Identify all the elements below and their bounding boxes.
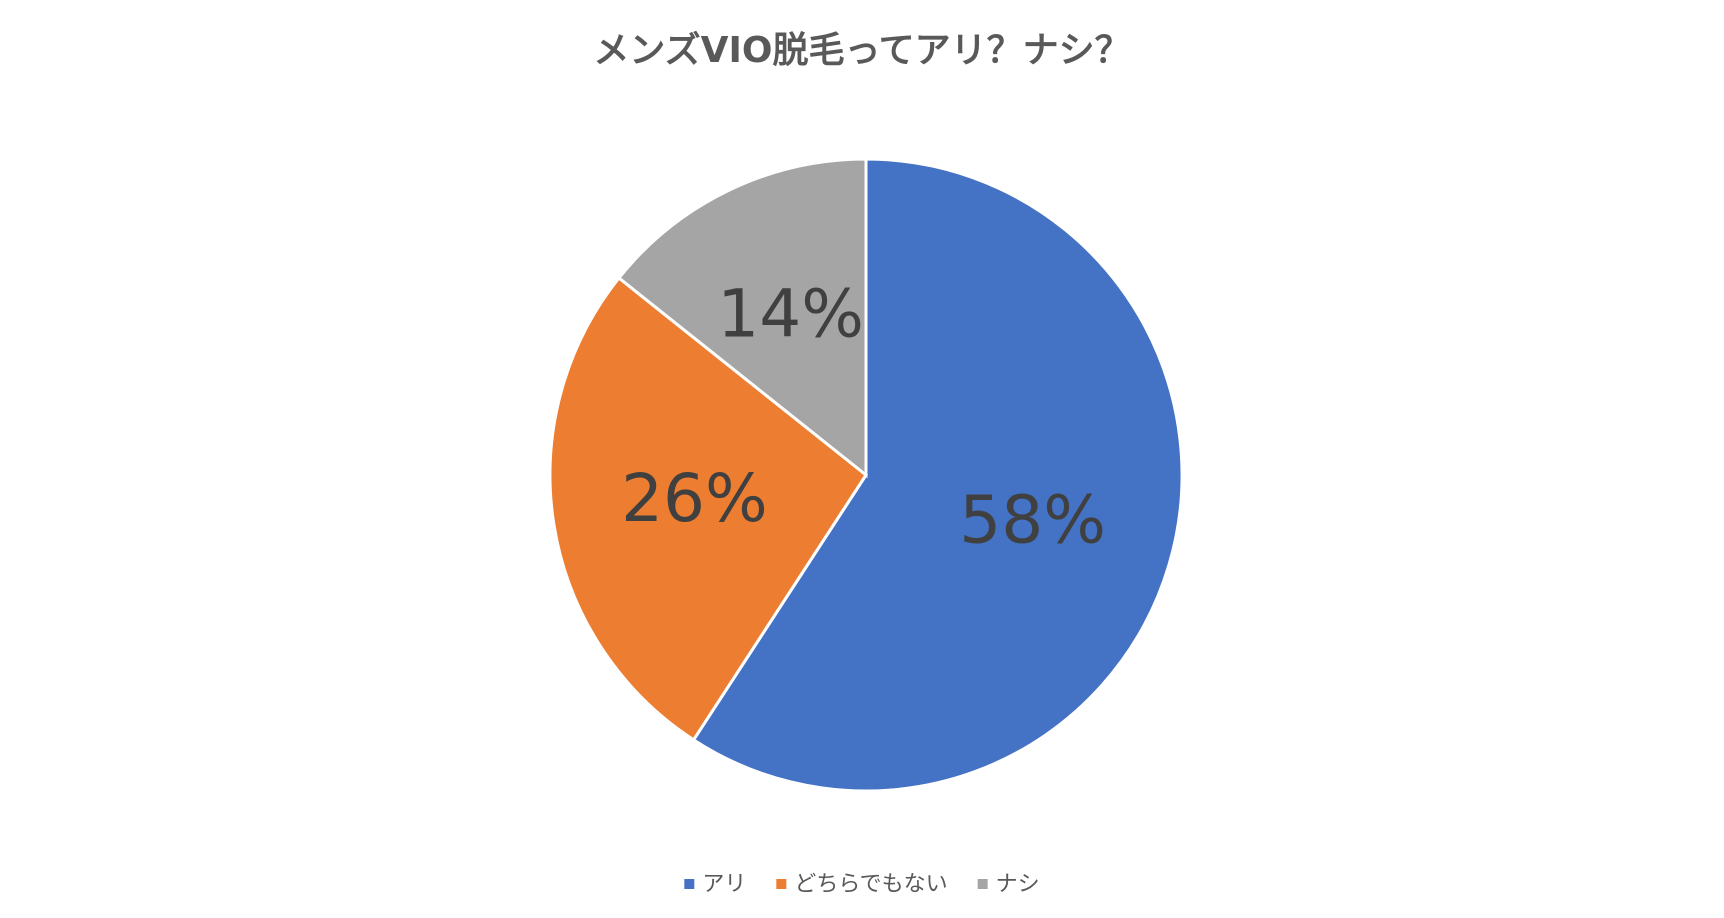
legend-label: どちらでもない (794, 872, 947, 897)
legend-swatch (684, 879, 695, 889)
pie-slice (691, 157, 1184, 793)
legend-swatch (977, 879, 988, 889)
data-label: 58% (959, 482, 1106, 559)
pie-slice (616, 157, 868, 479)
chart-title: メンズVIO脱毛ってアリ？ナシ？ (593, 29, 1130, 71)
data-label: 14% (717, 275, 864, 352)
legend-label: アリ (702, 872, 746, 897)
data-label: 26% (621, 460, 768, 537)
pie-slice (548, 275, 869, 742)
legend-swatch (776, 879, 787, 889)
legend-label: ナシ (996, 872, 1040, 897)
